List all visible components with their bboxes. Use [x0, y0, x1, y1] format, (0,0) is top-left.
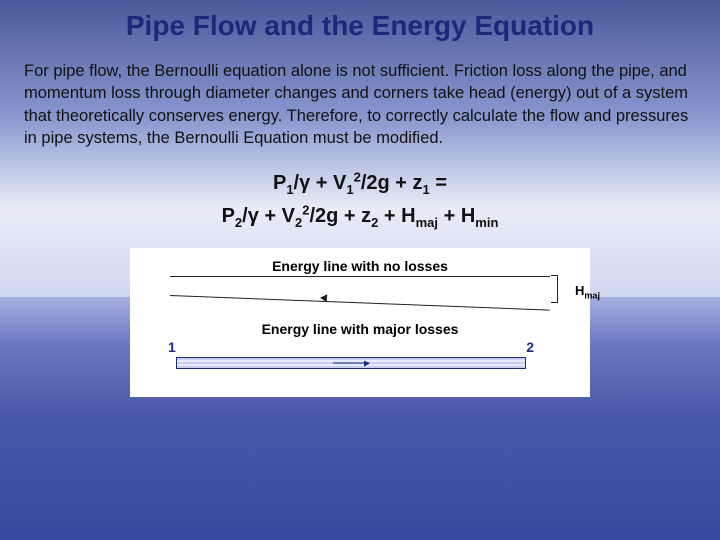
pipe-flow-arrow-icon: [333, 363, 369, 364]
hmaj-brace: [557, 275, 558, 303]
hmaj-brace-row: Hmaj: [150, 279, 570, 295]
slide-content: Pipe Flow and the Energy Equation For pi…: [0, 0, 720, 397]
line-major-wrap: [170, 295, 550, 313]
body-paragraph: For pipe flow, the Bernoulli equation al…: [24, 60, 696, 149]
equation-line-2: P2/γ + V22/2g + z2 + Hmaj + Hmin: [24, 203, 696, 231]
pipe-icon: [176, 357, 526, 369]
line-major-losses: [170, 295, 550, 311]
label-major-losses: Energy line with major losses: [142, 321, 578, 337]
flow-arrow-icon: [320, 294, 328, 302]
hmaj-label: Hmaj: [575, 283, 600, 301]
point-1-label: 1: [168, 339, 176, 355]
label-no-losses: Energy line with no losses: [142, 258, 578, 274]
page-title: Pipe Flow and the Energy Equation: [24, 10, 696, 42]
point-2-label: 2: [526, 339, 534, 355]
equation-line-1: P1/γ + V12/2g + z1 =: [24, 169, 696, 197]
line-no-loss: [170, 276, 550, 277]
pipe-row: 1 2: [150, 353, 570, 383]
equation-1-text: P1/γ + V12/2g + z1 =: [273, 172, 447, 194]
energy-diagram: Energy line with no losses Hmaj Energy l…: [130, 248, 590, 397]
equation-2-text: P2/γ + V22/2g + z2 + Hmaj + Hmin: [222, 205, 499, 227]
